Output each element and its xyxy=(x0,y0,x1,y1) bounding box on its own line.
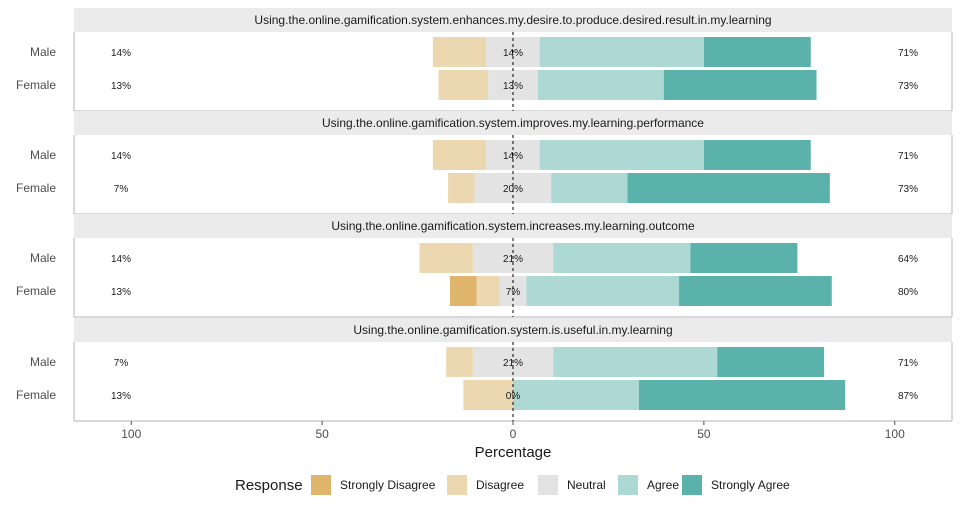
center-percent-label: 14% xyxy=(503,151,523,162)
x-tick-label: 50 xyxy=(697,427,711,441)
bar-segment xyxy=(432,140,487,170)
y-label-female: Female xyxy=(16,388,56,402)
left-percent-label: 13% xyxy=(111,391,131,402)
bar-segment xyxy=(679,276,832,306)
bar-segment xyxy=(539,140,704,170)
left-percent-label: 13% xyxy=(111,287,131,298)
panel-strip xyxy=(74,214,952,238)
legend-label: Neutral xyxy=(567,478,606,492)
right-percent-label: 80% xyxy=(898,287,918,298)
panel-strip xyxy=(74,8,952,32)
center-percent-label: 21% xyxy=(503,254,523,265)
left-percent-label: 13% xyxy=(111,81,131,92)
y-label-male: Male xyxy=(30,251,56,265)
left-percent-label: 14% xyxy=(111,151,131,162)
bar-segment xyxy=(663,70,817,100)
y-label-female: Female xyxy=(16,181,56,195)
right-percent-label: 87% xyxy=(898,391,918,402)
bar-segment xyxy=(553,243,691,273)
panel-title: Using.the.online.gamification.system.inc… xyxy=(331,219,695,233)
x-tick-label: 0 xyxy=(510,427,517,441)
bar-segment xyxy=(638,380,846,410)
panel-title: Using.the.online.gamification.system.imp… xyxy=(322,116,704,130)
bar-segment xyxy=(703,140,811,170)
x-tick-label: 50 xyxy=(315,427,329,441)
y-label-male: Male xyxy=(30,148,56,162)
panel-title: Using.the.online.gamification.system.enh… xyxy=(254,13,771,27)
bar-segment xyxy=(432,37,487,67)
legend-label: Strongly Disagree xyxy=(340,478,436,492)
bar-segment xyxy=(513,380,639,410)
panel-title: Using.the.online.gamification.system.is.… xyxy=(353,323,672,337)
y-label-male: Male xyxy=(30,45,56,59)
legend-key xyxy=(538,475,558,495)
right-percent-label: 73% xyxy=(898,81,918,92)
x-tick-label: 100 xyxy=(885,427,905,441)
right-percent-label: 71% xyxy=(898,358,918,369)
bar-segment xyxy=(446,347,473,377)
left-percent-label: 14% xyxy=(111,254,131,265)
legend-title: Response xyxy=(235,477,303,494)
bar-segment xyxy=(476,276,500,306)
x-axis-title: Percentage xyxy=(475,444,552,461)
left-percent-label: 7% xyxy=(114,358,129,369)
bar-segment xyxy=(463,380,513,410)
center-percent-label: 14% xyxy=(503,48,523,59)
legend-key xyxy=(311,475,331,495)
legend-label: Agree xyxy=(647,478,679,492)
y-label-male: Male xyxy=(30,355,56,369)
bar-segment xyxy=(438,70,489,100)
panel-strip xyxy=(74,111,952,135)
left-percent-label: 7% xyxy=(114,184,129,195)
bar-segment xyxy=(526,276,680,306)
bar-segment xyxy=(539,37,704,67)
y-label-female: Female xyxy=(16,284,56,298)
legend-label: Disagree xyxy=(476,478,524,492)
bar-segment xyxy=(690,243,798,273)
bar-segment xyxy=(717,347,825,377)
bar-segment xyxy=(551,173,628,203)
legend-key xyxy=(447,475,467,495)
bar-segment xyxy=(450,276,477,306)
bar-segment xyxy=(537,70,664,100)
legend-key xyxy=(682,475,702,495)
right-percent-label: 73% xyxy=(898,184,918,195)
bar-segment xyxy=(448,173,475,203)
center-percent-label: 21% xyxy=(503,358,523,369)
right-percent-label: 71% xyxy=(898,48,918,59)
legend-key xyxy=(618,475,638,495)
panel-strip xyxy=(74,318,952,342)
bar-segment xyxy=(703,37,811,67)
legend-label: Strongly Agree xyxy=(711,478,790,492)
left-percent-label: 14% xyxy=(111,48,131,59)
right-percent-label: 64% xyxy=(898,254,918,265)
y-label-female: Female xyxy=(16,78,56,92)
right-percent-label: 71% xyxy=(898,151,918,162)
bar-segment xyxy=(419,243,473,273)
bar-segment xyxy=(627,173,830,203)
bar-segment xyxy=(553,347,718,377)
x-tick-label: 100 xyxy=(121,427,141,441)
